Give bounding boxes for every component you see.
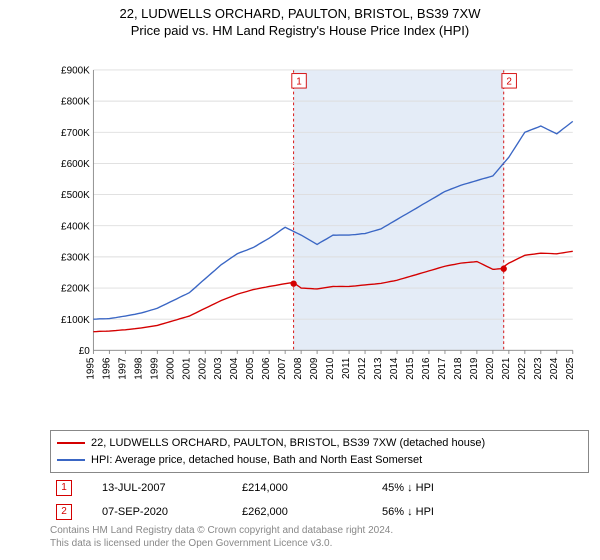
title-line2: Price paid vs. HM Land Registry's House … <box>131 23 469 38</box>
svg-text:1: 1 <box>296 76 302 87</box>
svg-text:1998: 1998 <box>133 357 144 380</box>
svg-text:2: 2 <box>506 76 512 87</box>
svg-text:2023: 2023 <box>533 357 544 380</box>
chart-svg: £0 £100K £200K £300K £400K £500K £600K £700K £80… <box>50 50 580 430</box>
svg-text:£100K: £100K <box>61 315 90 326</box>
marker-badge: 2 <box>56 504 72 520</box>
transaction-pct: 56% ↓ HPI <box>378 501 573 523</box>
svg-text:£700K: £700K <box>61 128 90 139</box>
svg-text:£900K: £900K <box>61 66 90 77</box>
svg-text:£300K: £300K <box>61 253 90 264</box>
svg-text:2002: 2002 <box>197 357 208 380</box>
svg-text:2015: 2015 <box>405 357 416 380</box>
svg-text:2020: 2020 <box>485 357 496 380</box>
svg-text:2017: 2017 <box>437 357 448 380</box>
svg-text:2022: 2022 <box>517 357 528 380</box>
svg-text:2012: 2012 <box>357 357 368 380</box>
legend-swatch-2 <box>57 459 85 461</box>
svg-text:2000: 2000 <box>165 357 176 380</box>
legend-row-1: 22, LUDWELLS ORCHARD, PAULTON, BRISTOL, … <box>57 435 582 452</box>
svg-text:1997: 1997 <box>117 357 128 380</box>
svg-text:2016: 2016 <box>421 357 432 380</box>
legend-swatch-1 <box>57 442 85 444</box>
transaction-price: £262,000 <box>238 501 376 523</box>
legend-label-1: 22, LUDWELLS ORCHARD, PAULTON, BRISTOL, … <box>91 435 485 452</box>
svg-text:2010: 2010 <box>325 357 336 380</box>
svg-text:2014: 2014 <box>389 357 400 380</box>
transaction-table: 1 13-JUL-2007 £214,000 45% ↓ HPI 2 07-SE… <box>50 475 575 525</box>
svg-text:2018: 2018 <box>453 357 464 380</box>
transaction-pct: 45% ↓ HPI <box>378 477 573 499</box>
footer-attribution: Contains HM Land Registry data © Crown c… <box>50 524 393 550</box>
legend-row-2: HPI: Average price, detached house, Bath… <box>57 452 582 469</box>
svg-text:£600K: £600K <box>61 159 90 170</box>
title-line1: 22, LUDWELLS ORCHARD, PAULTON, BRISTOL, … <box>120 6 481 21</box>
transaction-row: 2 07-SEP-2020 £262,000 56% ↓ HPI <box>52 501 573 523</box>
svg-text:2003: 2003 <box>213 357 224 380</box>
svg-text:1996: 1996 <box>101 357 112 380</box>
transaction-price: £214,000 <box>238 477 376 499</box>
svg-text:2004: 2004 <box>229 357 240 380</box>
svg-text:2007: 2007 <box>277 357 288 380</box>
svg-text:1999: 1999 <box>149 357 160 380</box>
transaction-date: 07-SEP-2020 <box>98 501 236 523</box>
svg-text:2024: 2024 <box>549 357 560 380</box>
svg-text:2005: 2005 <box>245 357 256 380</box>
svg-text:2008: 2008 <box>293 357 304 380</box>
legend-label-2: HPI: Average price, detached house, Bath… <box>91 452 422 469</box>
transaction-row: 1 13-JUL-2007 £214,000 45% ↓ HPI <box>52 477 573 499</box>
svg-text:2013: 2013 <box>373 357 384 380</box>
svg-text:£200K: £200K <box>61 284 90 295</box>
svg-text:2011: 2011 <box>341 357 352 379</box>
footer-line2: This data is licensed under the Open Gov… <box>50 538 332 549</box>
chart-plot: £0 £100K £200K £300K £400K £500K £600K £700K £80… <box>50 50 580 380</box>
svg-text:1995: 1995 <box>85 357 96 380</box>
svg-text:£800K: £800K <box>61 97 90 108</box>
svg-text:2019: 2019 <box>469 357 480 380</box>
transaction-date: 13-JUL-2007 <box>98 477 236 499</box>
svg-text:£0: £0 <box>79 346 91 357</box>
legend-box: 22, LUDWELLS ORCHARD, PAULTON, BRISTOL, … <box>50 430 589 473</box>
svg-text:2025: 2025 <box>565 357 576 380</box>
svg-text:2021: 2021 <box>501 357 512 380</box>
svg-text:£400K: £400K <box>61 221 90 232</box>
chart-title: 22, LUDWELLS ORCHARD, PAULTON, BRISTOL, … <box>0 0 600 40</box>
marker-badge: 1 <box>56 480 72 496</box>
svg-text:2006: 2006 <box>261 357 272 380</box>
svg-text:2009: 2009 <box>309 357 320 380</box>
svg-text:£500K: £500K <box>61 190 90 201</box>
svg-text:2001: 2001 <box>181 357 192 380</box>
footer-line1: Contains HM Land Registry data © Crown c… <box>50 525 393 536</box>
